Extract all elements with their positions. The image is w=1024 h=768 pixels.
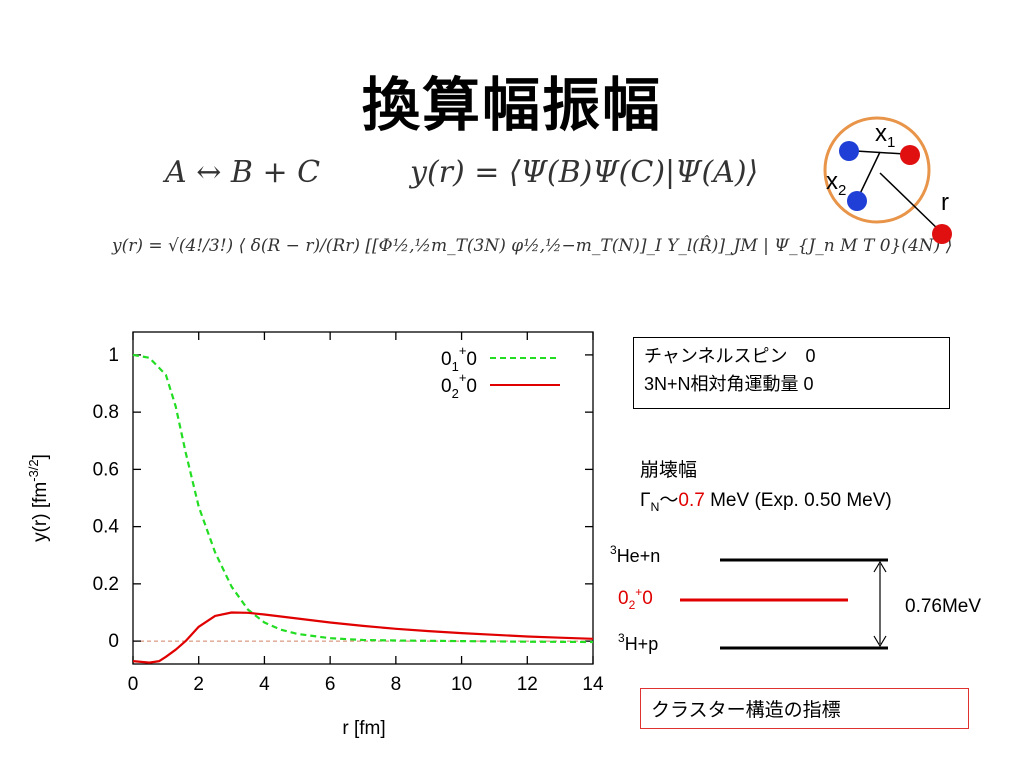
- diagram-ring: [823, 116, 931, 224]
- x-tick-label: 8: [391, 674, 402, 695]
- y-tick-label: 0: [108, 631, 119, 652]
- plot-frame: [132, 331, 594, 665]
- legend-label-series-1: 01+0: [441, 343, 477, 374]
- y-tick-label: 0.4: [93, 517, 120, 538]
- relative-angular-momentum-text: 3N+N相対角運動量 0: [644, 374, 814, 394]
- channel-info-box: チャンネルスピン 0 3N+N相対角運動量 0: [633, 337, 950, 409]
- blue-nucleon: [847, 191, 867, 211]
- overlap-equation: y(r) = ⟨Ψ(B)Ψ(C)|Ψ(A)⟩: [410, 155, 759, 190]
- red-nucleon: [932, 224, 952, 244]
- y-tick-label: 0.2: [93, 574, 119, 595]
- he-n-threshold-label: 3He+n: [610, 543, 660, 566]
- gap-arrow-head-down: [873, 635, 887, 648]
- axis-ticks: 0 2 4 6 8 10 12 14 0 0.2 0.4 0.6 0.8 1: [93, 332, 604, 695]
- cluster-indicator-box: クラスター構造の指標: [640, 688, 969, 729]
- x2-label: x2: [826, 168, 846, 199]
- blue-nucleon: [839, 141, 859, 161]
- x-tick-label: 12: [517, 674, 538, 695]
- series-line-1: [132, 353, 594, 644]
- legend: 01+0 02+0: [441, 343, 560, 401]
- gap-arrow-head-up: [873, 560, 887, 573]
- y-axis-label: y(r) [fm-3/2]: [26, 454, 51, 542]
- channel-spin-text: チャンネルスピン 0: [644, 346, 816, 366]
- cluster-diagram: x1 x2 r: [823, 116, 952, 244]
- gap-value: 0.76MeV: [905, 596, 981, 617]
- amplitude-formula: y(r) = √(4!/3!) ⟨ δ(R − r)/(Rr) [[Φ½,½m_…: [112, 236, 953, 256]
- amplitude-chart: 0 2 4 6 8 10 12 14 0 0.2 0.4 0.6 0.8 1 r [fm] y(r) [f…: [26, 331, 604, 739]
- decay-width-label: 崩壊幅: [640, 460, 698, 481]
- series-lines: [132, 353, 594, 664]
- series-line-2: [132, 611, 594, 664]
- x-tick-label: 10: [451, 674, 472, 695]
- x-tick-label: 6: [325, 674, 336, 695]
- decay-width-value: ΓN〜0.7 MeV (Exp. 0.50 MeV): [640, 490, 892, 514]
- reaction-equation: A ↔ B + C: [165, 155, 321, 190]
- x-axis-label: r [fm]: [342, 718, 385, 739]
- x-tick-label: 2: [193, 674, 204, 695]
- r-vector: [879, 172, 943, 234]
- y-tick-label: 0.8: [93, 402, 119, 423]
- red-nucleon: [900, 145, 920, 165]
- y-tick-label: 1: [108, 345, 119, 366]
- x-tick-label: 14: [582, 674, 604, 695]
- r-label: r: [941, 189, 949, 216]
- y-tick-label: 0.6: [93, 459, 119, 480]
- h-p-threshold-label: 3H+p: [618, 631, 658, 654]
- x-tick-label: 0: [128, 674, 139, 695]
- slide-title: 換算幅振幅: [361, 71, 662, 139]
- state-label: 02+0: [618, 585, 653, 612]
- level-scheme: 3He+n 02+0 3H+p 0.76MeV: [610, 543, 981, 654]
- legend-label-series-2: 02+0: [441, 370, 477, 401]
- x-tick-label: 4: [259, 674, 270, 695]
- x1-label: x1: [875, 120, 895, 151]
- decay-width-block: 崩壊幅 ΓN〜0.7 MeV (Exp. 0.50 MeV): [640, 456, 892, 522]
